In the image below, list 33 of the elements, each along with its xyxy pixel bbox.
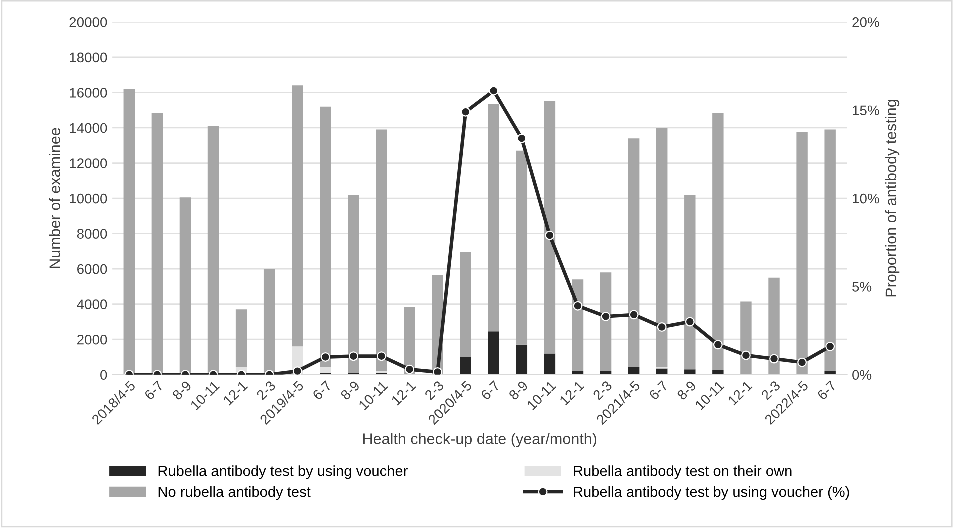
x-tick-label: 12-1	[391, 380, 416, 406]
y-tick-label: 2000	[78, 334, 108, 345]
y2-tick-label: 15%	[853, 106, 880, 116]
y-tick-label: 16000	[70, 88, 108, 98]
x-tick-label: 6-7	[480, 380, 501, 401]
y2-tick-label: 20%	[852, 18, 880, 28]
x-tick-label: 6-7	[648, 380, 669, 401]
y-tick-label: 18000	[70, 52, 108, 63]
legend-label: Rubella antibody test on their own	[574, 466, 792, 480]
y-tick-label: 14000	[70, 123, 108, 134]
x-tick-label: 6-7	[816, 380, 838, 401]
y-tick-label: 8000	[77, 229, 108, 239]
y2-tick-label: 0%	[852, 370, 872, 380]
y-tick-label: 6000	[78, 264, 108, 274]
x-axis-title: Health check-up date (year/month)	[364, 433, 597, 448]
legend-label: No rubella antibody test	[158, 486, 311, 500]
x-tick-label: 8-9	[508, 380, 529, 401]
y-tick-label: 10000	[70, 194, 108, 204]
y-tick-label: 20000	[70, 18, 108, 28]
x-tick-label: 8-9	[340, 380, 360, 401]
x-tick-label: 8-9	[172, 380, 192, 401]
y-axis-title: Number of examinee	[49, 128, 61, 268]
y2-tick-label: 5%	[852, 282, 872, 292]
y-tick-label: 12000	[70, 158, 108, 168]
y2-tick-label: 10%	[853, 194, 880, 204]
y-tick-label: 0	[100, 370, 108, 380]
x-tick-label: 8-9	[676, 380, 697, 401]
legend-label: Rubella antibody test by using voucher (%)	[574, 486, 850, 500]
x-tick-label: 6-7	[312, 380, 332, 401]
y2-axis-title: Proportion of antibody testing	[885, 100, 900, 297]
x-tick-label: 6-7	[144, 380, 164, 401]
legend-label: Rubella antibody test by using voucher	[158, 466, 408, 480]
y-tick-label: 4000	[77, 300, 108, 310]
